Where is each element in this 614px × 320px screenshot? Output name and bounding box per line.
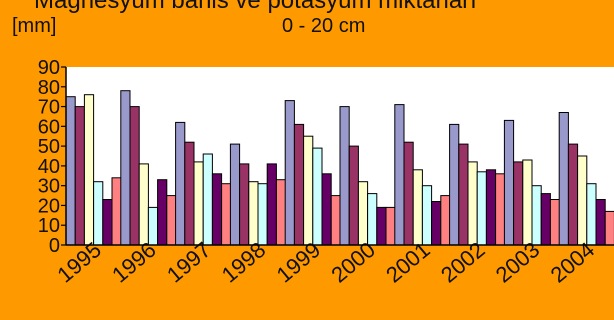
bar	[467, 161, 478, 246]
bar	[229, 143, 241, 246]
bar	[93, 181, 104, 246]
y-tick-label: 0	[49, 235, 60, 257]
bar	[476, 171, 487, 246]
bar	[239, 163, 250, 246]
bar	[202, 153, 213, 246]
bar	[431, 201, 442, 246]
bar	[394, 104, 405, 246]
bar	[376, 206, 387, 246]
bar	[147, 206, 159, 246]
bar	[321, 173, 332, 246]
y-tick-label: 20	[38, 195, 60, 217]
bar	[248, 181, 259, 246]
y-tick-label: 90	[38, 57, 60, 79]
bar	[357, 181, 369, 246]
bar	[485, 169, 497, 246]
chart-title-strip: Magnesyum bahis ve potasyum miktarları	[0, 0, 614, 14]
y-tick-label: 60	[38, 116, 60, 138]
bar	[65, 96, 76, 246]
bar	[449, 123, 460, 246]
bar	[120, 90, 131, 246]
bar	[129, 106, 140, 246]
bar	[111, 177, 122, 246]
bar	[266, 163, 277, 246]
bar	[367, 193, 378, 246]
bar	[257, 183, 268, 246]
bar	[175, 121, 186, 246]
bar	[458, 143, 469, 246]
y-tick-label: 50	[38, 136, 60, 158]
y-tick-label: 40	[38, 156, 60, 178]
bar	[221, 183, 232, 246]
y-tick-label: 80	[38, 77, 60, 99]
bar	[421, 185, 433, 246]
bar	[312, 147, 323, 246]
bar	[440, 195, 451, 246]
bar	[184, 141, 195, 246]
bar	[586, 183, 597, 246]
bar	[577, 155, 588, 246]
bar	[275, 179, 287, 246]
bar	[303, 135, 314, 246]
bar	[211, 173, 223, 246]
bar	[166, 195, 177, 246]
bar	[513, 161, 524, 246]
bar	[531, 185, 542, 246]
bar	[83, 94, 95, 246]
bar	[74, 106, 85, 246]
y-axis-unit-label: [mm]	[12, 15, 57, 37]
bar	[138, 163, 149, 246]
y-tick-label: 30	[38, 176, 60, 198]
y-tick-label: 10	[38, 215, 60, 237]
bar	[522, 159, 533, 246]
bar	[549, 199, 561, 246]
bar	[495, 173, 506, 246]
bar	[595, 199, 606, 246]
bar	[558, 112, 569, 246]
bar	[102, 199, 113, 246]
bar	[284, 100, 295, 246]
y-tick-label: 70	[38, 97, 60, 119]
bar	[157, 179, 168, 246]
bar	[348, 145, 359, 246]
bar	[385, 206, 396, 246]
bar	[567, 143, 579, 246]
bar	[339, 106, 350, 246]
chart-subtitle: 0 - 20 cm	[282, 15, 366, 37]
bar	[293, 123, 305, 246]
bar	[193, 161, 204, 246]
bar	[330, 195, 341, 246]
chart-main-title: Magnesyum bahis ve potasyum miktarları	[34, 0, 477, 14]
bar	[403, 141, 414, 246]
bar	[540, 193, 551, 246]
bar	[604, 210, 614, 246]
bar	[503, 119, 515, 246]
bar	[412, 169, 423, 246]
